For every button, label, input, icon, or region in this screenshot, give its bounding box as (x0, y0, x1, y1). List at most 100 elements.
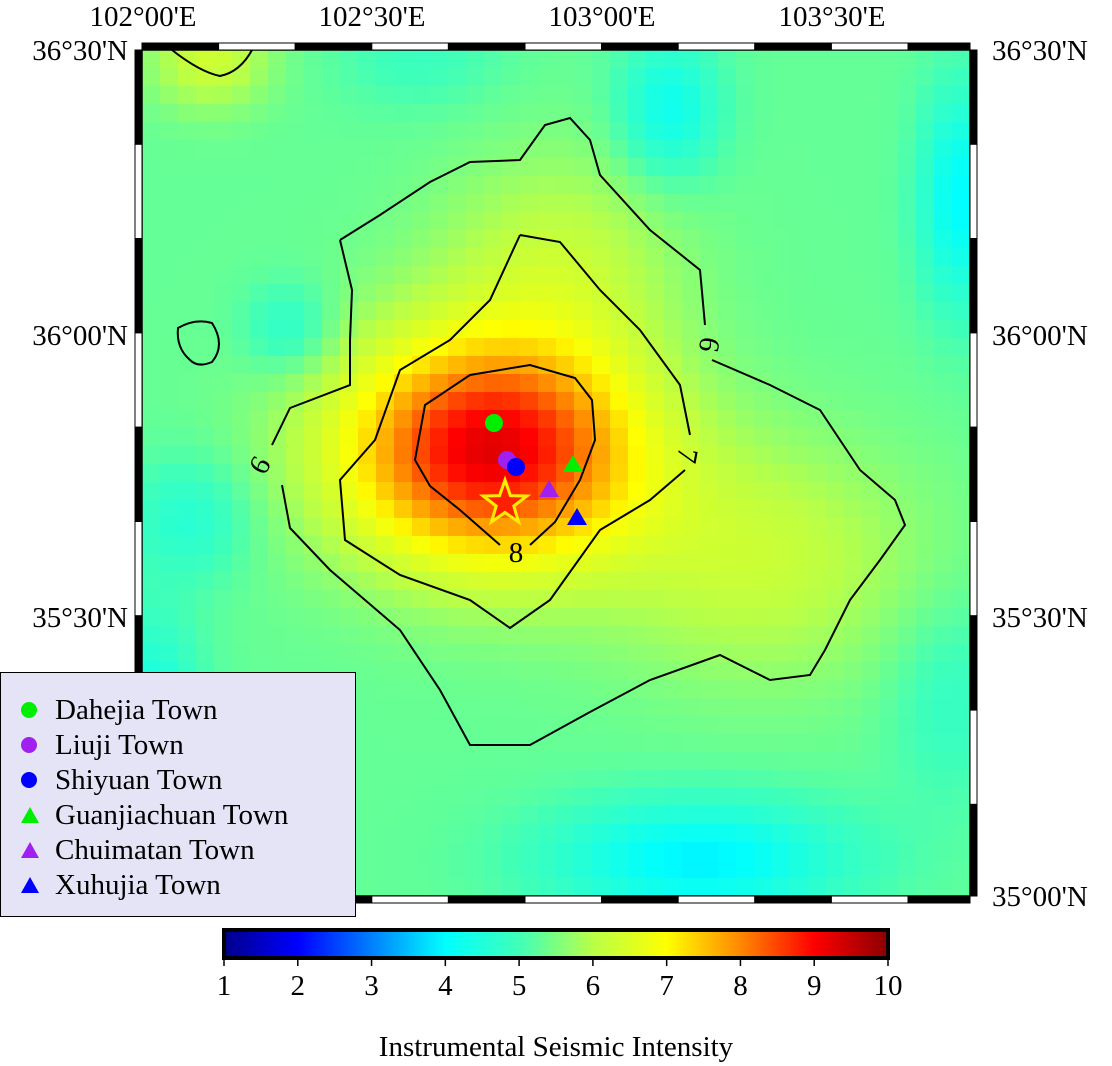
intensity-cell (592, 284, 611, 303)
intensity-cell (772, 860, 791, 879)
intensity-cell (664, 302, 683, 321)
intensity-cell (682, 734, 701, 753)
intensity-cell (844, 698, 863, 717)
intensity-cell (520, 428, 539, 447)
intensity-cell (574, 374, 593, 393)
intensity-cell (250, 194, 269, 213)
intensity-cell (556, 446, 575, 465)
intensity-cell (664, 518, 683, 537)
intensity-cell (790, 122, 809, 141)
intensity-cell (466, 284, 485, 303)
intensity-cell (448, 734, 467, 753)
intensity-cell (160, 500, 179, 519)
intensity-cell (700, 428, 719, 447)
intensity-cell (196, 302, 215, 321)
intensity-cell (700, 248, 719, 267)
intensity-cell (610, 482, 629, 501)
map-frame (134, 42, 978, 904)
intensity-cell (556, 50, 575, 69)
intensity-cell (952, 68, 971, 87)
intensity-cell (142, 50, 161, 69)
intensity-cell (376, 464, 395, 483)
intensity-cell (538, 788, 557, 807)
intensity-cell (520, 158, 539, 177)
intensity-cell (484, 68, 503, 87)
intensity-cell (250, 50, 269, 69)
intensity-cell (934, 842, 953, 861)
intensity-cell (718, 230, 737, 249)
intensity-cell (250, 518, 269, 537)
contour-6-west (176, 320, 220, 366)
intensity-cell (952, 338, 971, 357)
intensity-cell (250, 266, 269, 285)
intensity-cell (808, 374, 827, 393)
intensity-cell (718, 248, 737, 267)
intensity-cell (304, 230, 323, 249)
intensity-cell (484, 392, 503, 411)
intensity-cell (376, 248, 395, 267)
intensity-cell (430, 734, 449, 753)
intensity-cell (286, 428, 305, 447)
intensity-cell (412, 878, 431, 897)
intensity-cell (592, 878, 611, 897)
intensity-cell (340, 68, 359, 87)
intensity-cell (376, 716, 395, 735)
intensity-cell (178, 68, 197, 87)
intensity-cell (592, 644, 611, 663)
intensity-cell (700, 374, 719, 393)
intensity-cell (574, 590, 593, 609)
intensity-cell (844, 176, 863, 195)
intensity-cell (808, 266, 827, 285)
intensity-cell (520, 302, 539, 321)
intensity-cell (700, 536, 719, 555)
intensity-cell (484, 176, 503, 195)
frame-segment (371, 42, 449, 51)
intensity-cell (448, 284, 467, 303)
intensity-cell (376, 140, 395, 159)
intensity-cell (574, 788, 593, 807)
intensity-cell (448, 446, 467, 465)
intensity-cell (358, 806, 377, 825)
intensity-cell (340, 302, 359, 321)
intensity-cell (700, 50, 719, 69)
intensity-cell (358, 554, 377, 573)
intensity-cell (214, 536, 233, 555)
intensity-cell (844, 608, 863, 627)
intensity-cell (790, 626, 809, 645)
intensity-cell (250, 608, 269, 627)
intensity-cell (484, 194, 503, 213)
intensity-cell (484, 788, 503, 807)
intensity-cell (538, 428, 557, 447)
intensity-cell (898, 500, 917, 519)
intensity-cell (592, 608, 611, 627)
intensity-cell (520, 824, 539, 843)
intensity-cell (412, 158, 431, 177)
intensity-cell (250, 104, 269, 123)
intensity-cell (682, 608, 701, 627)
intensity-cell (880, 626, 899, 645)
intensity-cell (718, 464, 737, 483)
intensity-cell (286, 230, 305, 249)
intensity-cell (808, 734, 827, 753)
intensity-cell (808, 860, 827, 879)
intensity-cell (268, 302, 287, 321)
intensity-cell (772, 230, 791, 249)
intensity-cell (754, 878, 773, 897)
intensity-cell (610, 824, 629, 843)
intensity-cell (664, 194, 683, 213)
intensity-cell (196, 320, 215, 339)
intensity-cell (700, 788, 719, 807)
intensity-cell (610, 842, 629, 861)
intensity-cell (718, 860, 737, 879)
intensity-cell (448, 392, 467, 411)
intensity-cell (232, 140, 251, 159)
intensity-cell (898, 770, 917, 789)
intensity-cell (286, 464, 305, 483)
intensity-cell (376, 68, 395, 87)
intensity-cell (880, 374, 899, 393)
intensity-cell (916, 716, 935, 735)
intensity-cell (844, 716, 863, 735)
intensity-cell (628, 176, 647, 195)
intensity-cell (880, 392, 899, 411)
intensity-cell (592, 716, 611, 735)
